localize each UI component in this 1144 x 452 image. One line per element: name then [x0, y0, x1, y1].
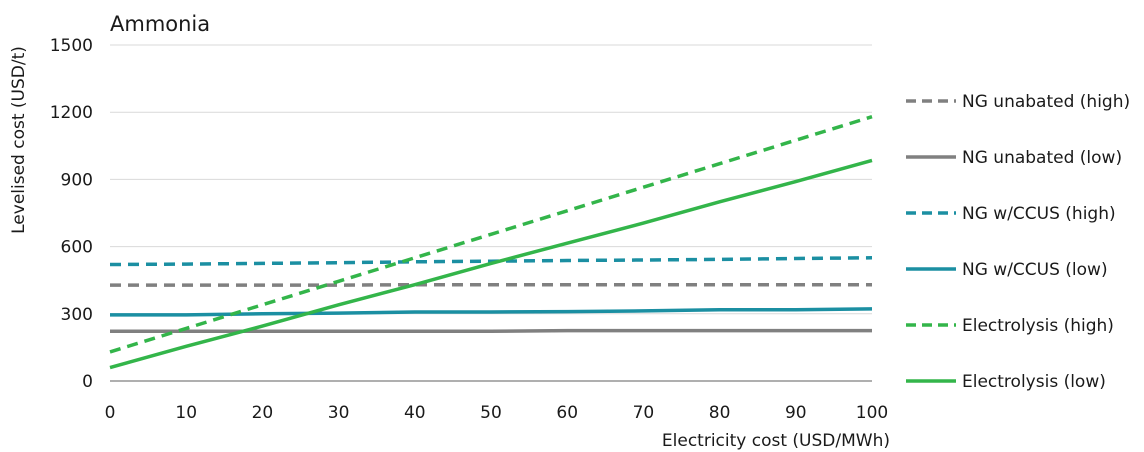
y-tick-label: 600 [61, 238, 93, 258]
x-tick-label: 60 [556, 403, 578, 423]
y-axis-label: Levelised cost (USD/t) [9, 46, 29, 234]
gridlines [110, 44, 872, 315]
y-tick-labels: 0 300 600 900 1200 1500 [50, 36, 93, 392]
legend-label: Electrolysis (high) [962, 316, 1114, 336]
y-tick-label: 1200 [50, 103, 93, 123]
y-tick-label: 300 [61, 305, 93, 325]
legend-label: NG w/CCUS (low) [962, 260, 1108, 280]
legend-label: Electrolysis (low) [962, 372, 1106, 392]
x-tick-label: 0 [105, 403, 116, 423]
x-tick-label: 40 [404, 403, 426, 423]
x-tick-label: 70 [633, 403, 655, 423]
x-tick-label: 80 [709, 403, 731, 423]
x-tick-label: 50 [480, 403, 502, 423]
chart-title: Ammonia [110, 12, 210, 36]
series-line-ng-w-ccus-high [109, 256, 873, 267]
y-tick-label: 900 [61, 170, 93, 190]
legend-label: NG unabated (high) [962, 92, 1130, 112]
x-tick-label: 20 [252, 403, 274, 423]
y-tick-label: 1500 [50, 36, 93, 56]
series-line-electrolysis-low [109, 158, 873, 370]
series-line-electrolysis-high [109, 115, 873, 354]
series-lines [109, 115, 873, 370]
legend-label: NG w/CCUS (high) [962, 204, 1116, 224]
x-tick-labels: 0 10 20 30 40 50 60 70 80 90 100 [105, 403, 889, 423]
x-tick-label: 30 [328, 403, 350, 423]
series-line-ng-unabated-low [110, 328, 872, 334]
x-tick-label: 10 [175, 403, 197, 423]
legend-label: NG unabated (low) [962, 148, 1122, 168]
x-tick-label: 100 [856, 403, 888, 423]
y-tick-label: 0 [82, 372, 93, 392]
x-axis-label: Electricity cost (USD/MWh) [662, 431, 890, 451]
x-tick-label: 90 [785, 403, 807, 423]
legend: NG unabated (high) NG unabated (low) NG w/… [906, 92, 1130, 392]
